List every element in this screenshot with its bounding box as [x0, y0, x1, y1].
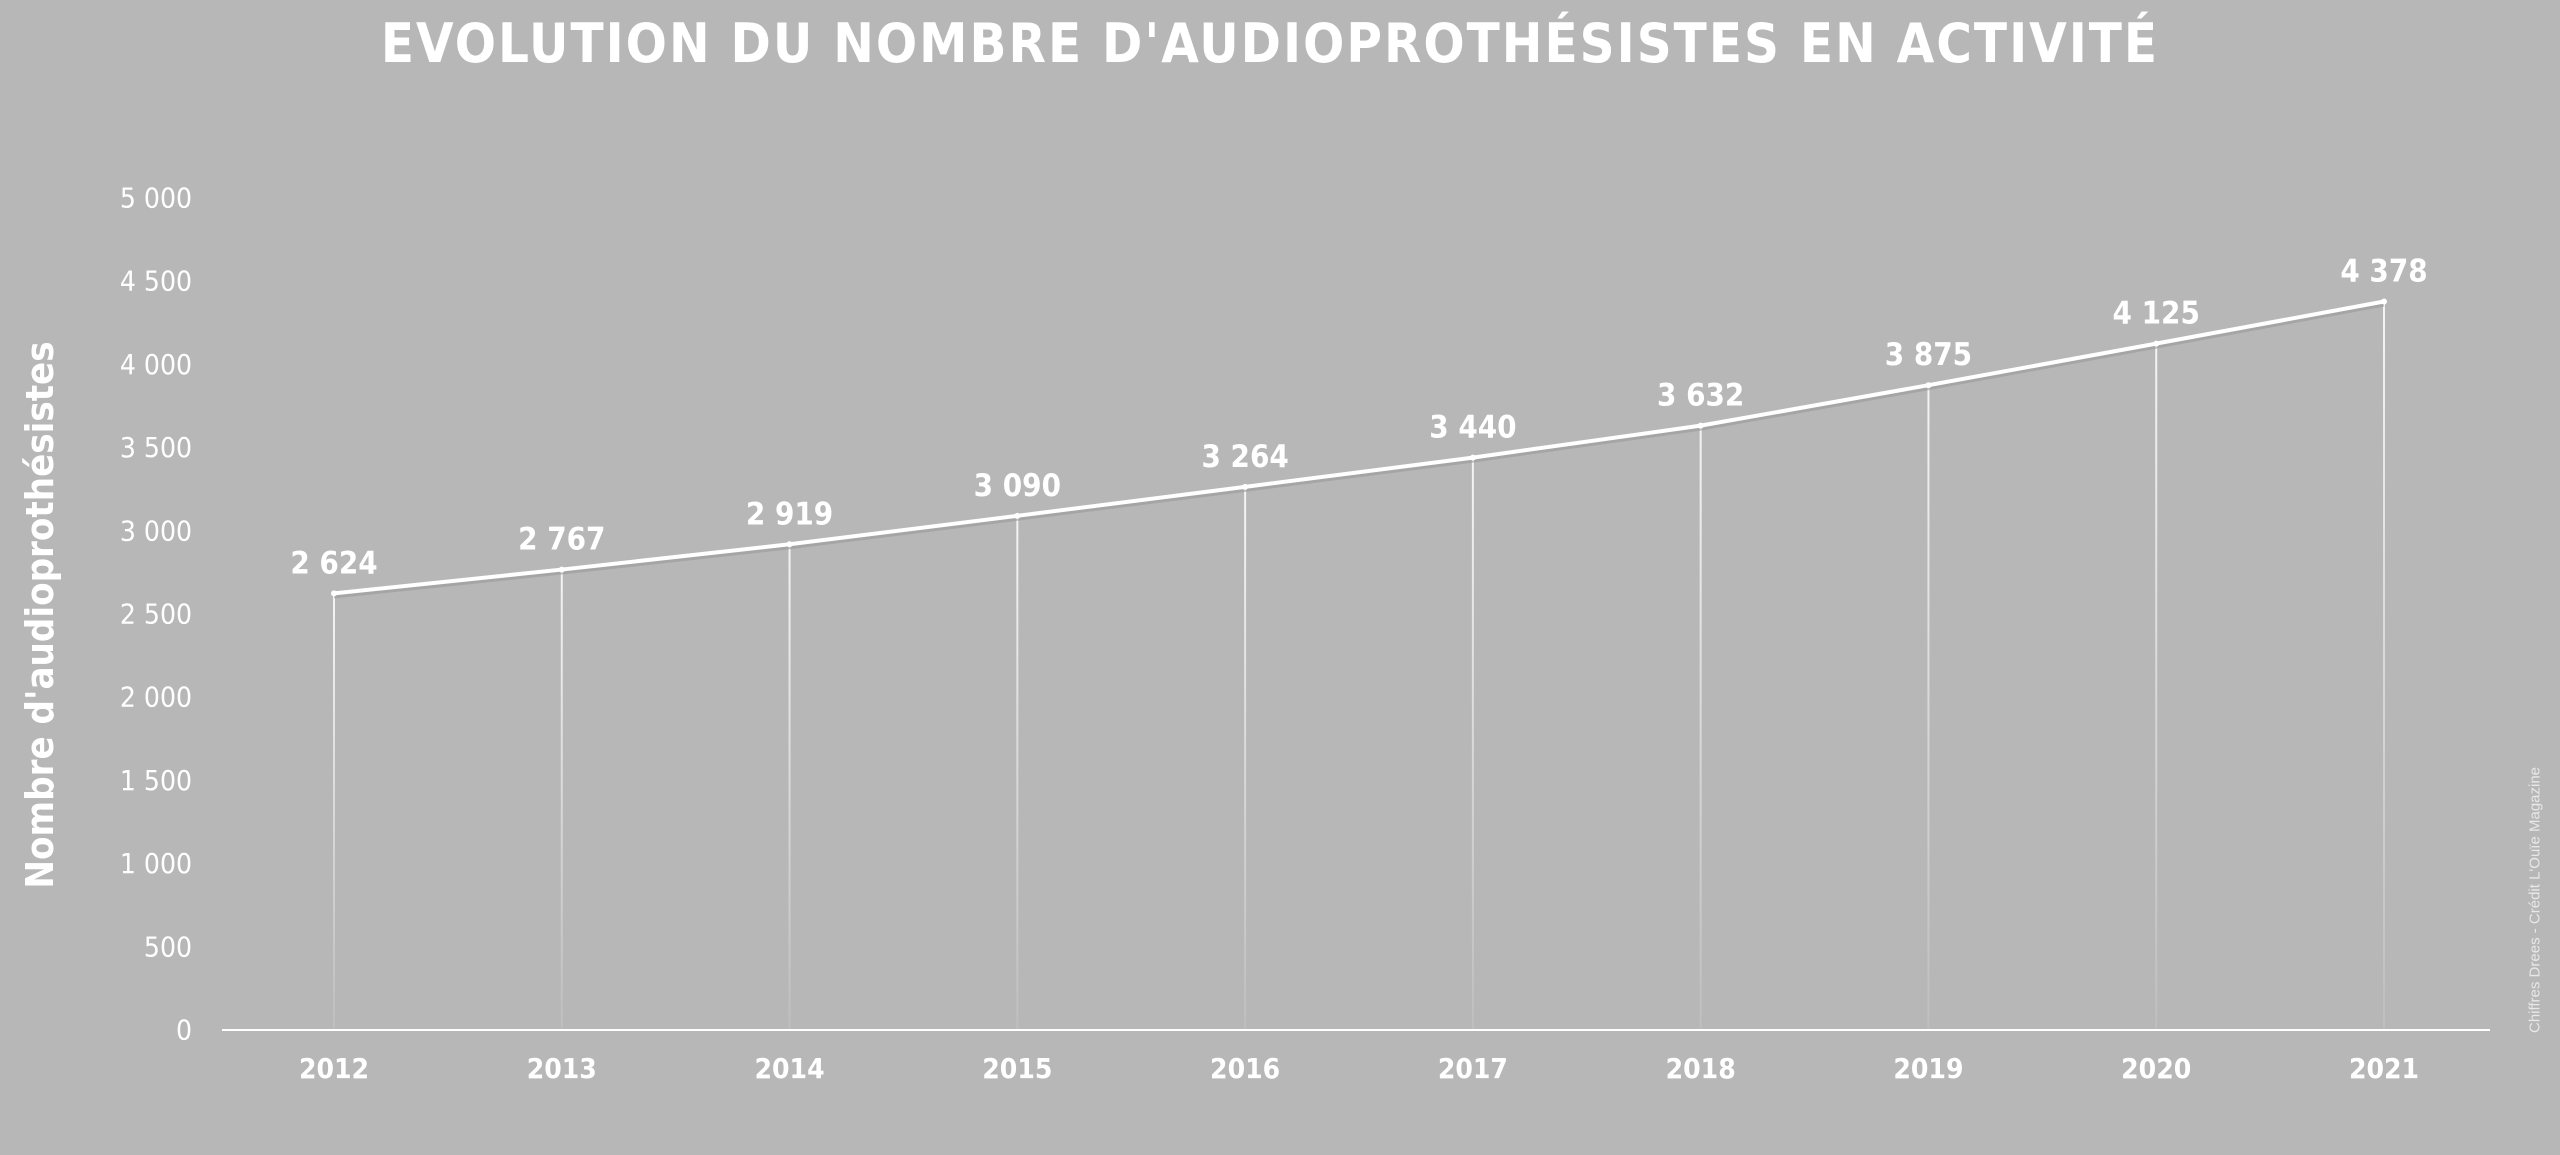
data-point [1242, 483, 1249, 490]
data-point [786, 541, 793, 548]
data-point [558, 566, 565, 573]
y-tick-label: 3 500 [120, 431, 192, 464]
series-line-shadow [333, 302, 2385, 599]
y-tick-label: 4 500 [120, 265, 192, 298]
data-label: 3 264 [1201, 439, 1288, 475]
series-line-group [332, 299, 2386, 599]
y-axis-ticks: 0 500 1 000 1 500 2 000 2 500 3 000 3 500 4 000 4… [120, 182, 192, 1047]
data-label: 2 624 [290, 545, 377, 581]
y-tick-label: 5 000 [120, 182, 192, 215]
drop-line [560, 569, 563, 1030]
data-point [1469, 454, 1476, 461]
data-point [1925, 382, 1932, 389]
y-tick-label: 2 000 [120, 681, 192, 714]
data-point [1014, 512, 1021, 519]
drop-line [2155, 343, 2158, 1031]
data-point [2153, 340, 2160, 347]
drop-line [1471, 457, 1474, 1031]
drop-line [788, 544, 791, 1030]
data-label: 2 767 [518, 522, 605, 558]
data-label: 2 919 [746, 496, 833, 532]
data-labels: 2 624 2 767 2 919 3 090 3 264 3 440 3 632 3 875… [290, 254, 2427, 582]
data-label: 4 378 [2340, 254, 2427, 290]
data-label: 4 125 [2113, 296, 2200, 332]
drop-line [1244, 486, 1247, 1031]
data-point [2381, 298, 2387, 305]
x-tick-label: 2016 [1210, 1052, 1280, 1085]
x-tick-label: 2013 [527, 1052, 597, 1085]
drop-lines [333, 301, 2385, 1031]
data-point [1697, 422, 1704, 429]
x-tick-label: 2018 [1666, 1052, 1736, 1085]
y-tick-label: 2 500 [120, 598, 192, 631]
x-tick-label: 2015 [982, 1052, 1052, 1085]
data-points [331, 298, 2387, 597]
series-line [332, 299, 2386, 596]
chart-title: EVOLUTION DU NOMBRE D'AUDIOPROTHÉSISTES … [380, 12, 2160, 75]
drop-line [1699, 425, 1702, 1030]
x-tick-label: 2012 [299, 1052, 369, 1085]
drop-line [333, 593, 335, 1030]
x-tick-label: 2020 [2121, 1052, 2191, 1085]
x-tick-label: 2019 [1893, 1052, 1963, 1085]
x-tick-label: 2014 [755, 1052, 825, 1085]
data-label: 3 440 [1429, 410, 1516, 446]
y-tick-label: 0 [176, 1014, 192, 1047]
drop-line [1016, 515, 1019, 1030]
x-axis-ticks: 2012 2013 2014 2015 2016 2017 2018 2019 2020 2021 [299, 1052, 2419, 1085]
drop-line [1927, 385, 1930, 1030]
x-tick-label: 2021 [2349, 1052, 2419, 1085]
data-label: 3 875 [1885, 337, 1972, 373]
data-point [331, 590, 337, 597]
y-tick-label: 1 500 [120, 764, 192, 797]
y-tick-label: 500 [144, 930, 192, 963]
y-tick-label: 1 000 [120, 847, 192, 880]
y-tick-label: 4 000 [120, 348, 192, 381]
data-label: 3 090 [974, 468, 1061, 504]
drop-line [2383, 301, 2385, 1030]
data-label: 3 632 [1657, 378, 1744, 414]
y-tick-label: 3 000 [120, 514, 192, 547]
x-tick-label: 2017 [1438, 1052, 1508, 1085]
